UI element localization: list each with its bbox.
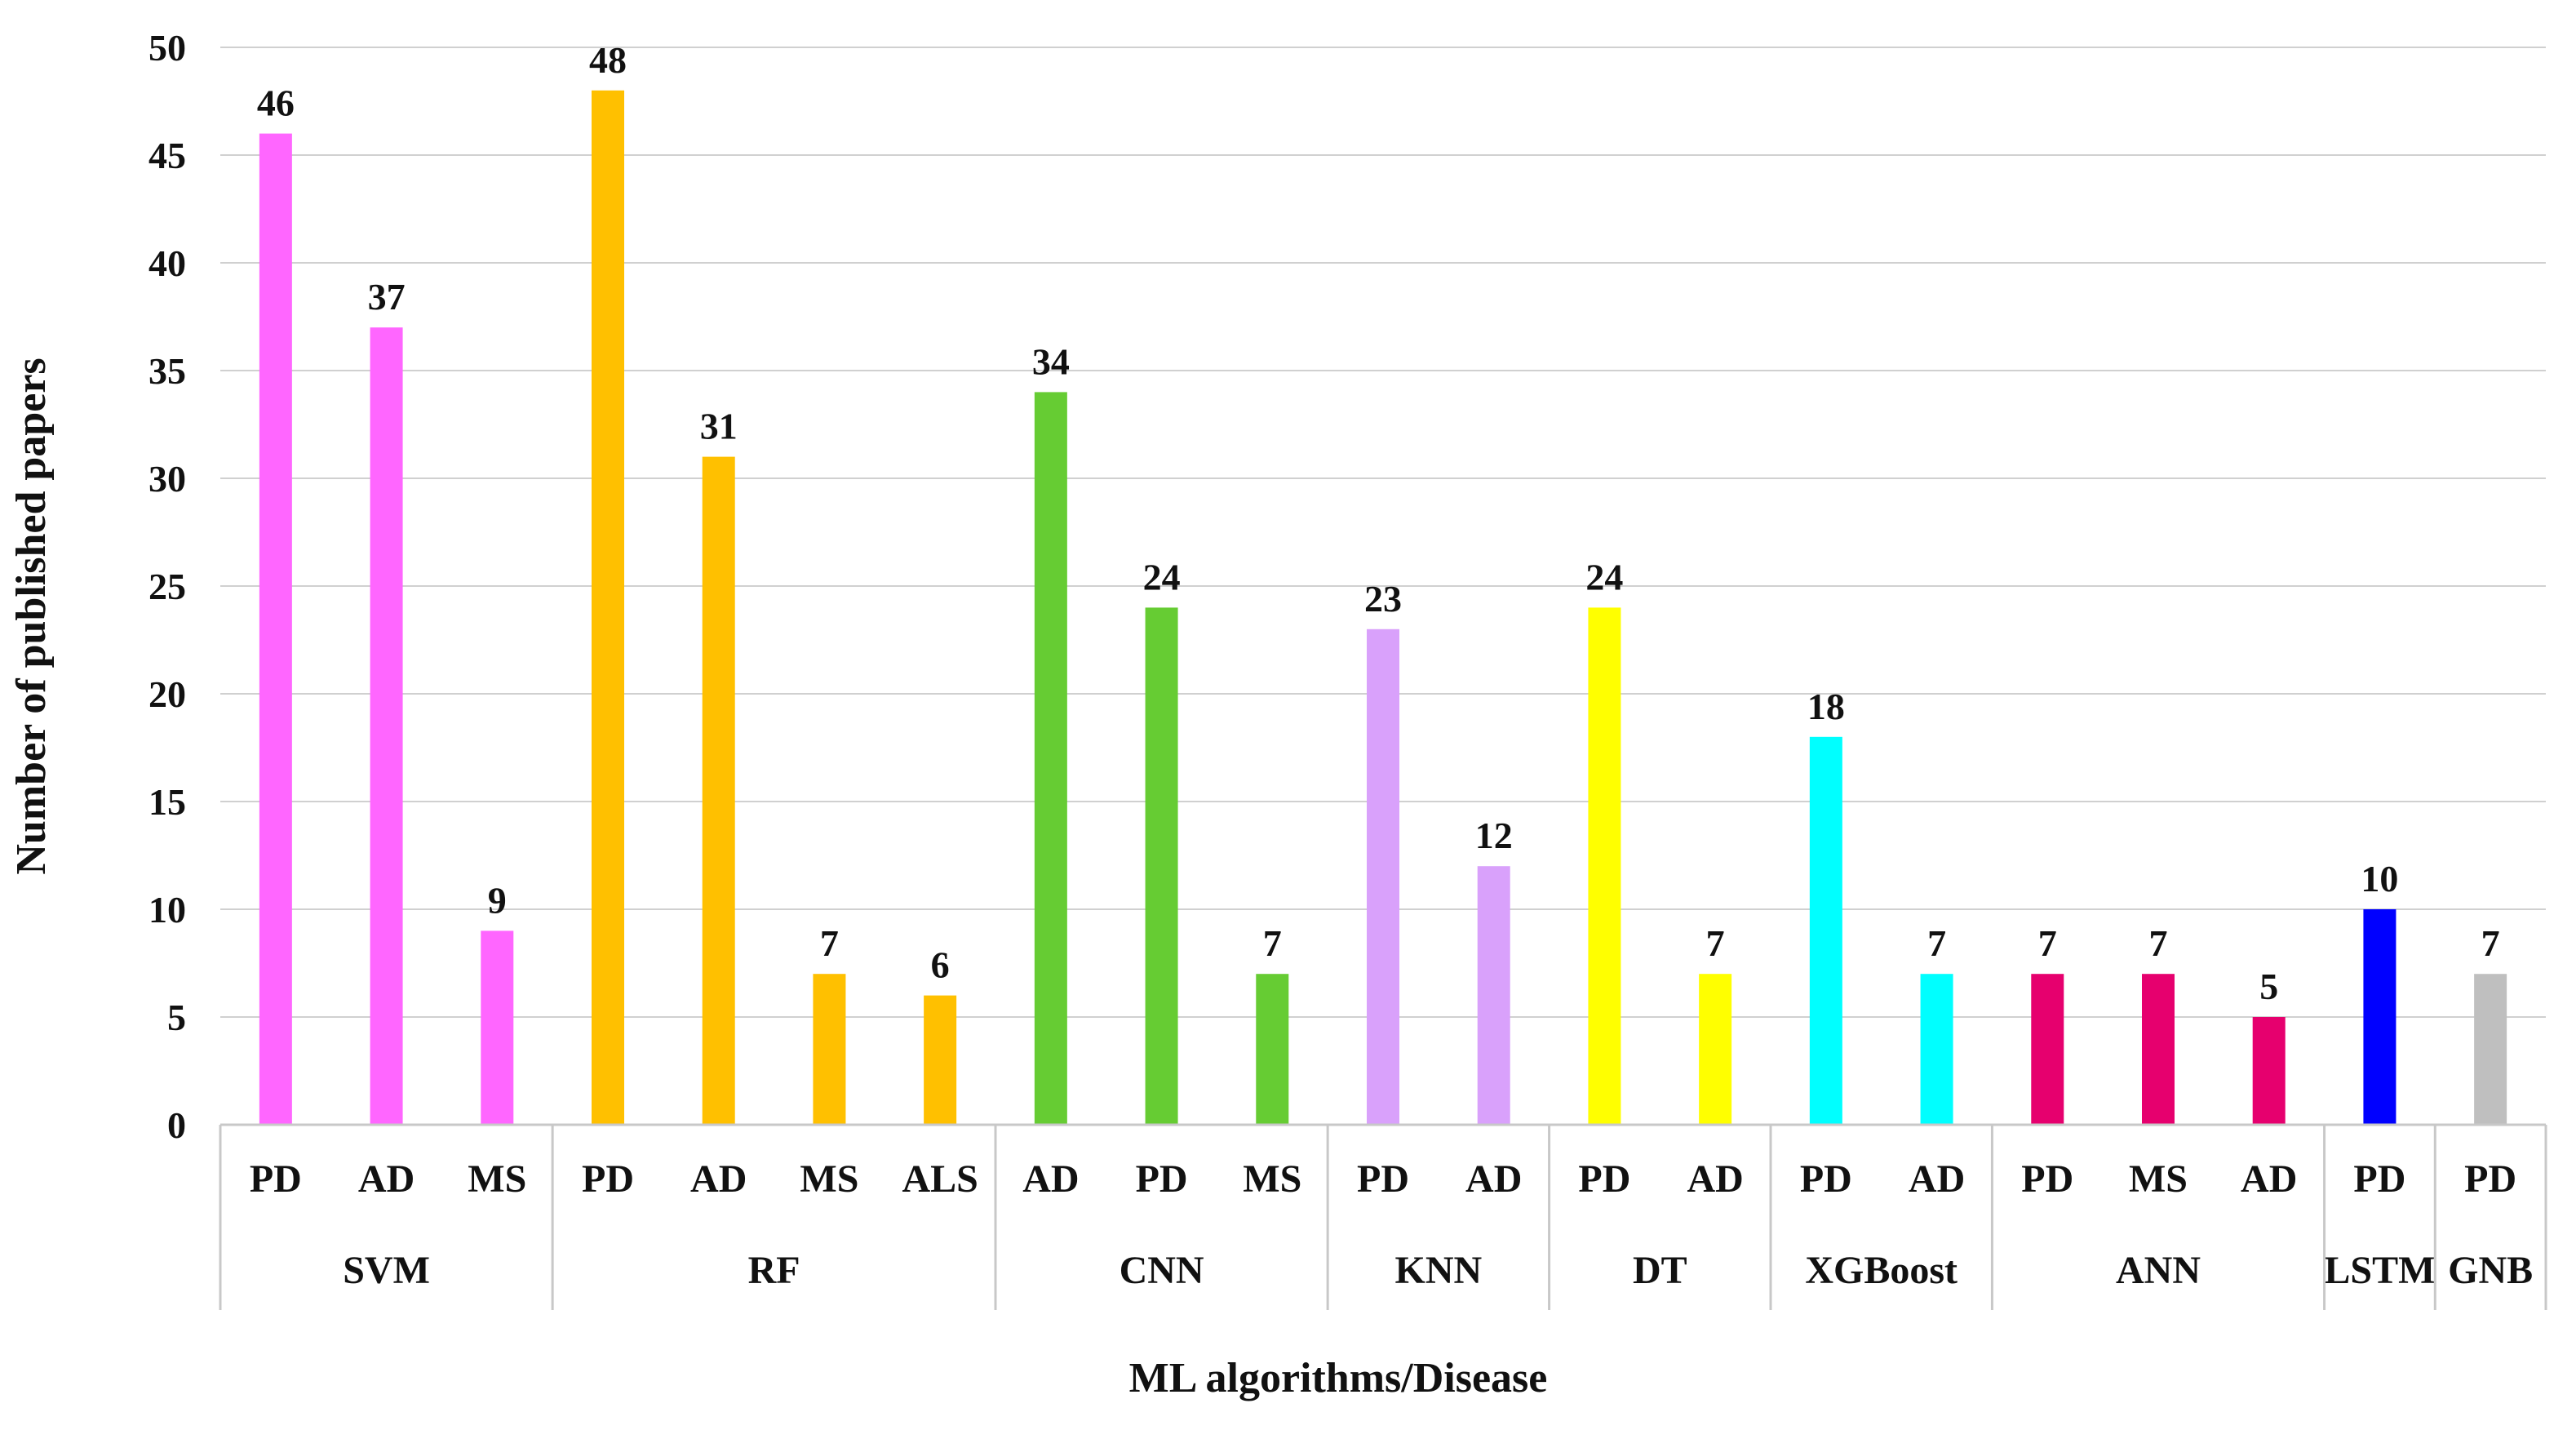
data-labels: 46 37 9 48 31 7 6 34 24 7 23 12 24 7 18 7 7 7 5 10 7 [257, 39, 2500, 1007]
bar [2252, 1017, 2286, 1125]
data-label: 24 [1143, 556, 1181, 597]
bar [2031, 974, 2064, 1125]
bar [1367, 628, 1399, 1125]
x-tick-label: PD [2464, 1157, 2516, 1201]
data-label: 7 [2038, 922, 2057, 964]
group-label: LSTM [2324, 1249, 2435, 1292]
bar [2142, 974, 2175, 1125]
y-tick-label: 10 [149, 889, 186, 930]
x-tick-label: ALS [902, 1157, 978, 1201]
y-tick-label: 5 [167, 997, 186, 1038]
group-label: RF [748, 1249, 800, 1292]
x-tick-label: MS [2129, 1157, 2188, 1201]
data-label: 7 [1927, 922, 1946, 964]
y-tick-label: 35 [149, 350, 186, 392]
bar [924, 995, 957, 1125]
y-tick-label: 50 [149, 27, 186, 69]
y-tick-label: 45 [149, 135, 186, 176]
bar [813, 974, 846, 1125]
data-label: 31 [700, 406, 738, 447]
data-label: 7 [1263, 922, 1282, 964]
x-tick-label: PD [582, 1157, 634, 1201]
group-label: KNN [1395, 1249, 1483, 1292]
data-label: 34 [1032, 340, 1070, 382]
data-label: 48 [589, 39, 627, 81]
y-axis: 0 5 10 15 20 25 30 35 40 45 50 [149, 27, 186, 1146]
group-label: DT [1633, 1249, 1687, 1292]
y-axis-title: Number of published papers [8, 358, 55, 874]
x-tick-label: PD [1357, 1157, 1409, 1201]
y-tick-label: 40 [149, 242, 186, 284]
x-tick-label: MS [468, 1157, 526, 1201]
bars [259, 90, 2507, 1126]
group-label: ANN [2116, 1249, 2201, 1292]
bar [2474, 974, 2507, 1125]
data-label: 5 [2259, 966, 2278, 1007]
data-label: 9 [488, 879, 507, 921]
bar [592, 90, 624, 1125]
x-tick-label: MS [1243, 1157, 1301, 1201]
bar [1699, 974, 1732, 1125]
x-tick-label: AD [1909, 1157, 1965, 1201]
x-tick-label: PD [1136, 1157, 1188, 1201]
group-label: CNN [1120, 1249, 1204, 1292]
x-tick-label: PD [1578, 1157, 1630, 1201]
y-tick-label: 0 [167, 1104, 186, 1146]
x-tick-label: PD [2353, 1157, 2405, 1201]
x-axis-title: ML algorithms/Disease [1129, 1355, 1548, 1401]
bar [1145, 607, 1178, 1125]
x-tick-label: PD [1800, 1157, 1852, 1201]
group-label: GNB [2448, 1249, 2533, 1292]
data-label: 7 [2149, 922, 2168, 964]
y-tick-label: 20 [149, 673, 186, 715]
x-tick-label: AD [2241, 1157, 2297, 1201]
data-label: 24 [1585, 556, 1623, 597]
bar [2363, 909, 2396, 1125]
data-label: 18 [1807, 686, 1845, 727]
bar [1588, 607, 1621, 1125]
y-tick-label: 15 [149, 781, 186, 823]
data-label: 46 [257, 82, 295, 124]
bar [1477, 866, 1510, 1125]
bar [702, 456, 735, 1125]
x-tick-label: AD [690, 1157, 747, 1201]
x-tick-label: AD [1687, 1157, 1743, 1201]
data-label: 12 [1475, 815, 1513, 856]
x-axis: PD AD MS SVM PD AD MS ALS RF AD PD MS CNN PD AD KNN PD AD… [219, 1123, 2547, 1310]
bar [1256, 974, 1289, 1125]
y-tick-label: 30 [149, 458, 186, 500]
bar [1920, 974, 1953, 1125]
group-label: SVM [343, 1249, 430, 1292]
bar [481, 930, 514, 1125]
data-label: 37 [368, 276, 406, 318]
data-label: 7 [1706, 922, 1725, 964]
x-tick-label: PD [250, 1157, 302, 1201]
data-label: 10 [2361, 858, 2398, 899]
data-label: 7 [820, 922, 839, 964]
x-tick-label: AD [1465, 1157, 1522, 1201]
data-label: 7 [2481, 922, 2500, 964]
x-tick-label: AD [1022, 1157, 1079, 1201]
data-label: 6 [931, 944, 950, 986]
y-tick-label: 25 [149, 566, 186, 607]
data-label: 23 [1364, 578, 1402, 620]
bar [1809, 736, 1842, 1125]
group-label: XGBoost [1805, 1249, 1957, 1292]
x-tick-label: MS [800, 1157, 858, 1201]
bar [259, 133, 292, 1126]
x-tick-label: PD [2021, 1157, 2073, 1201]
x-tick-label: AD [358, 1157, 415, 1201]
bar [1034, 392, 1067, 1125]
bar [370, 327, 403, 1125]
